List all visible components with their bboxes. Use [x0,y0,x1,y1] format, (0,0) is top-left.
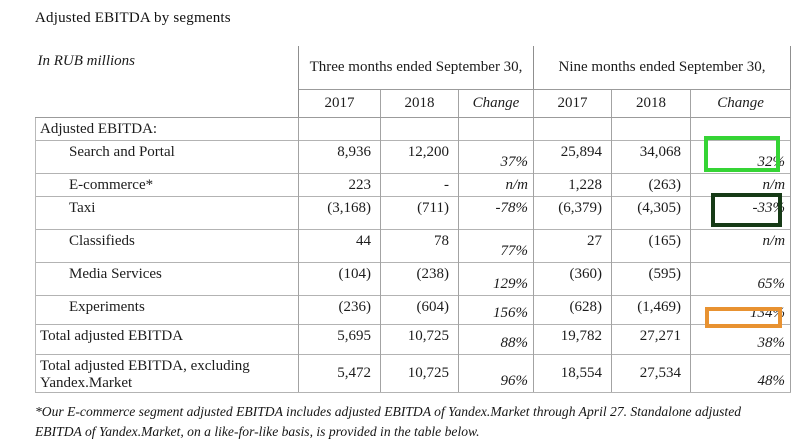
table-row: Experiments (236) (604) 156% (628) (1,469) 134… [35,295,792,328]
table-row: E-commerce* 223- n/m 1,228 (263) n/m [35,173,792,197]
header-spacer [35,89,299,118]
units-label: In RUB millions [35,46,299,89]
group-label: Adjusted EBITDA: [35,117,299,141]
col-header-3m-2018: 2018 [380,89,459,118]
footnote: *Our E-commerce segment adjusted EBITDA … [35,404,742,439]
cell-9m-2017: (6,379) [533,196,613,230]
cell-9m-2018: 27,534 [611,354,692,393]
cell-9m-change: n/m [690,173,792,197]
row-label: Taxi [35,196,299,230]
col-header-9m-change: Change [690,89,792,118]
col-header-9m-2017: 2017 [533,89,613,118]
header-row-years: 2017 2018 Change 2017 2018 Change [35,89,792,118]
cell-3m-change: 77% [458,229,535,263]
table-row: Total adjusted EBITDA 5,695 10,725 88% 19,78… [35,324,792,355]
cell-9m-2018: 34,068 [611,140,692,174]
page-title: Adjusted EBITDA by segments [35,10,231,26]
cell-9m-2018: (165) [611,229,692,263]
highlight-box-darkgreen [711,193,783,227]
cell-9m-2017: (360) [533,262,613,296]
table-row: Media Services (104) (238) 129% (360) (595) 65… [35,262,792,296]
cell-3m-2018: 12,200 [380,140,459,174]
cell-3m-change: -78% [458,196,535,230]
cell-3m-change: 156% [458,295,535,325]
cell-9m-2017: 27 [533,229,613,263]
cell-3m-change: 88% [458,324,535,355]
cell-9m-2017: 18,554 [533,354,613,393]
cell-3m-change: n/m [458,173,535,197]
cell-3m-2017: (104) [298,262,381,296]
cell-3m-change: 37% [458,140,535,174]
cell-3m-2017: (236) [298,295,381,325]
row-label: Media Services [35,262,299,296]
cell-3m-2017: 5,472 [298,354,381,393]
cell-3m-2018: 78 [380,229,459,263]
empty-cell-5 [690,117,792,141]
row-label: Classifieds [35,229,299,263]
group-row-adjusted-ebitda: Adjusted EBITDA: [35,117,792,141]
cell-9m-change: 134% [690,295,792,328]
empty-cell-2 [458,117,535,141]
cell-3m-2018: (238) [380,262,459,296]
cell-9m-2017: 1,228 [533,173,613,197]
cell-3m-2018: 10,725 [380,324,459,355]
cell-9m-2018: (4,305) [611,196,692,230]
cell-9m-2017: 25,894 [533,140,613,174]
cell-9m-2017: (628) [533,295,613,325]
cell-3m-2018: (604) [380,295,459,325]
cell-9m-change: n/m [690,229,792,263]
cell-9m-change: 65% [690,262,792,296]
cell-3m-2017: 44 [298,229,381,263]
cell-9m-change: 48% [690,354,792,393]
cell-9m-2018: (595) [611,262,692,296]
empty-cell-4 [611,117,692,141]
cell-3m-2018: (711) [380,196,459,230]
table-row: Total adjusted EBITDA, excluding Yandex.… [35,354,792,393]
cell-3m-change: 129% [458,262,535,296]
ebitda-segments-table: In RUB millions Three months ended Septe… [35,46,792,393]
cell-9m-2018: (1,469) [611,295,692,325]
table-row: Search and Portal 8,936 12,200 37% 25,894 34,… [35,136,792,174]
row-label: E-commerce* [35,173,299,197]
cell-9m-2017: 19,782 [533,324,613,355]
cell-3m-2017: 8,936 [298,140,381,174]
cell-3m-change: 96% [458,354,535,393]
row-label: Total adjusted EBITDA, excluding Yandex.… [35,354,299,393]
cell-3m-2017: (3,168) [298,196,381,230]
section-header-nine-months: Nine months ended September 30, [533,46,792,90]
empty-cell-0 [298,117,381,141]
table-row: Classifieds 44 78 77% 27 (165) n/m [35,229,792,263]
cell-9m-2018: (263) [611,173,692,197]
highlight-box-green [704,136,781,172]
table-body: Adjusted EBITDA: Search and Portal 8,936 12… [35,117,792,393]
cell-9m-2018: 27,271 [611,324,692,355]
row-label: Total adjusted EBITDA [35,324,299,355]
col-header-9m-2018: 2018 [611,89,692,118]
header-row-periods: In RUB millions Three months ended Septe… [35,46,792,90]
cell-9m-change: -33% [690,193,792,230]
cell-3m-2018: - [380,173,459,197]
cell-9m-change: 32% [690,136,792,174]
cell-9m-change: 38% [690,324,792,355]
section-header-three-months: Three months ended September 30, [298,46,535,90]
row-label: Experiments [35,295,299,325]
col-header-3m-change: Change [458,89,535,118]
empty-cell-1 [380,117,459,141]
cell-3m-2017: 5,695 [298,324,381,355]
empty-cell-3 [533,117,613,141]
row-label: Search and Portal [35,140,299,174]
col-header-3m-2017: 2017 [298,89,381,118]
cell-3m-2017: 223 [298,173,381,197]
cell-3m-2018: 10,725 [380,354,459,393]
table-row: Taxi (3,168) (711) -78% (6,379) (4,305) -33% [35,193,792,230]
